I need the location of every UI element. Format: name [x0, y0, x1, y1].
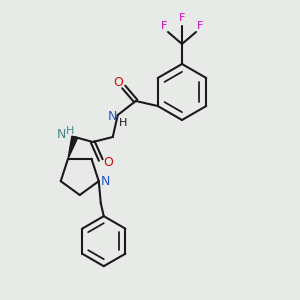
Text: H: H — [118, 118, 127, 128]
Text: F: F — [179, 13, 185, 23]
Text: N: N — [57, 128, 66, 142]
Text: F: F — [197, 21, 203, 31]
Text: N: N — [101, 175, 110, 188]
Text: N: N — [108, 110, 117, 124]
Text: O: O — [113, 76, 123, 88]
Text: F: F — [161, 21, 167, 31]
Polygon shape — [68, 136, 78, 159]
Text: O: O — [103, 155, 113, 169]
Text: H: H — [66, 126, 74, 136]
